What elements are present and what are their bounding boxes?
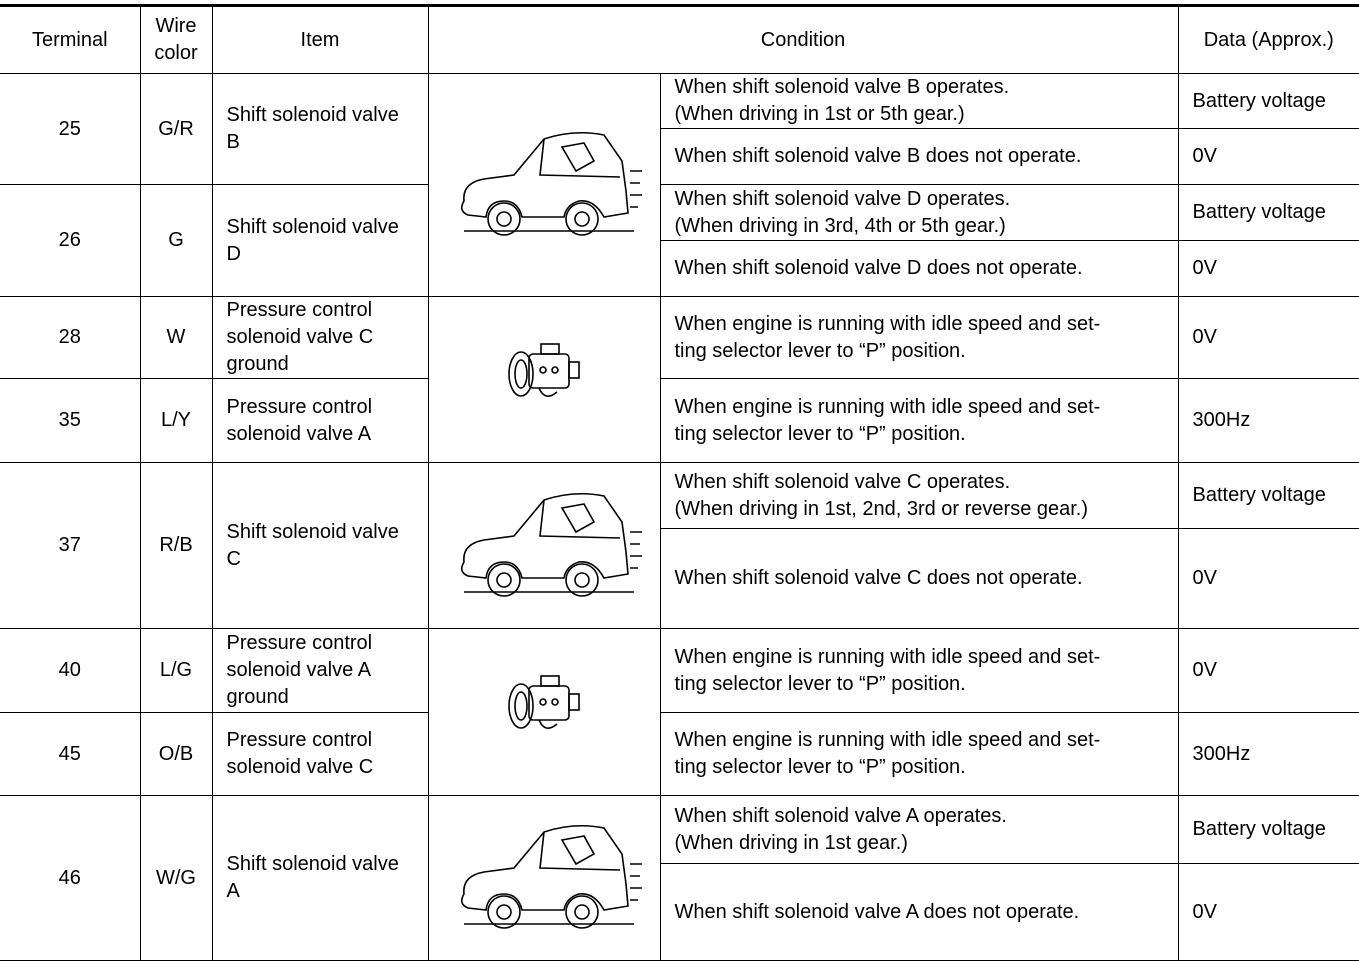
- table-row: 35 L/Y Pressure control solenoid valve A Wh…: [0, 378, 1359, 463]
- wire-color: R/B: [139, 462, 213, 629]
- item: Shift solenoid valve B: [211, 73, 429, 185]
- item: Pressure control solenoid valve C: [211, 712, 429, 796]
- table-row: When shift solenoid valve C does not ope…: [0, 528, 1359, 629]
- condition: When shift solenoid valve C does not ope…: [660, 528, 1179, 629]
- item: Pressure control solenoid valve A: [211, 378, 429, 463]
- terminal: 46: [0, 795, 141, 961]
- condition: When shift solenoid valve B operates. (W…: [659, 73, 1179, 129]
- icon-cell: [427, 462, 661, 629]
- header-cell: Data (Approx.): [1177, 5, 1359, 74]
- icon-cell: [427, 296, 661, 463]
- condition: When shift solenoid valve A operates. (W…: [659, 795, 1179, 864]
- table-row: 40 L/G Pressure control solenoid valve A g…: [0, 628, 1359, 796]
- condition: When engine is running with idle speed a…: [659, 628, 1179, 713]
- data-value: Battery voltage: [1177, 795, 1359, 864]
- condition: When shift solenoid valve B does not ope…: [660, 128, 1179, 185]
- icon-cell: [427, 628, 661, 796]
- data-value: Battery voltage: [1177, 73, 1359, 129]
- table-body: 25 G/R Shift solenoid valve B When shift s…: [0, 73, 1359, 961]
- terminal: 35: [0, 378, 141, 463]
- engine-icon: [508, 675, 580, 729]
- item: Shift solenoid valve A: [211, 795, 429, 961]
- header-cell: Item: [211, 5, 429, 74]
- data-value: Battery voltage: [1177, 184, 1359, 241]
- terminal: 26: [0, 184, 141, 297]
- header-cell: Condition: [427, 5, 1179, 74]
- data-value: 300Hz: [1177, 378, 1359, 463]
- car-icon: [460, 492, 642, 597]
- wire-color: O/B: [139, 712, 213, 796]
- header-row: Terminal Wire color Item Condition Data …: [0, 5, 1359, 74]
- terminal: 28: [0, 296, 141, 379]
- table-row: 37 R/B Shift solenoid valve C When shift s…: [0, 462, 1359, 629]
- wire-color: L/G: [139, 628, 213, 713]
- table-row: When shift solenoid valve D does not ope…: [0, 240, 1359, 297]
- terminal-table: Terminal Wire color Item Condition Data …: [0, 4, 1359, 961]
- table-row: When shift solenoid valve B does not ope…: [0, 128, 1359, 185]
- car-icon: [460, 131, 642, 236]
- condition: When shift solenoid valve D operates. (W…: [659, 184, 1179, 241]
- table-row: 26 G Shift solenoid valve D When shift sole…: [0, 184, 1359, 297]
- condition: When shift solenoid valve C operates. (W…: [659, 462, 1179, 529]
- terminal: 37: [0, 462, 141, 629]
- data-value: 300Hz: [1177, 712, 1359, 796]
- terminal: 25: [0, 73, 141, 185]
- data-value: 0V: [1177, 240, 1359, 297]
- wire-color: L/Y: [139, 378, 213, 463]
- item: Shift solenoid valve D: [211, 184, 429, 297]
- table-row: 25 G/R Shift solenoid valve B When shift s…: [0, 73, 1359, 297]
- terminal: 40: [0, 628, 141, 713]
- data-value: Battery voltage: [1177, 462, 1359, 529]
- item: Shift solenoid valve C: [211, 462, 429, 629]
- wire-color: G: [139, 184, 213, 297]
- wire-color: W: [139, 296, 213, 379]
- car-icon: [460, 824, 642, 929]
- header-cell: Terminal: [0, 5, 141, 74]
- table-row: When shift solenoid valve A does not ope…: [0, 863, 1359, 961]
- engine-icon: [508, 342, 580, 397]
- data-value: 0V: [1177, 628, 1359, 713]
- data-value: 0V: [1177, 863, 1359, 961]
- wire-color: G/R: [139, 73, 213, 185]
- data-value: 0V: [1177, 296, 1359, 379]
- data-value: 0V: [1177, 128, 1359, 185]
- data-value: 0V: [1177, 528, 1359, 629]
- condition: When engine is running with idle speed a…: [659, 712, 1179, 796]
- table-row: 46 W/G Shift solenoid valve A When shift s…: [0, 795, 1359, 961]
- icon-cell: [427, 73, 661, 297]
- terminal: 45: [0, 712, 141, 796]
- item: Pressure control solenoid valve A ground: [211, 628, 429, 713]
- condition: When shift solenoid valve D does not ope…: [660, 240, 1179, 297]
- condition: When shift solenoid valve A does not ope…: [660, 863, 1179, 961]
- wire-color: W/G: [139, 795, 213, 961]
- table-row: 45 O/B Pressure control solenoid valve C Wh…: [0, 712, 1359, 796]
- condition: When engine is running with idle speed a…: [659, 378, 1179, 463]
- condition: When engine is running with idle speed a…: [659, 296, 1179, 379]
- icon-cell: [427, 795, 661, 961]
- table-row: 28 W Pressure control solenoid valve C gro…: [0, 296, 1359, 463]
- item: Pressure control solenoid valve C ground: [211, 296, 429, 379]
- header-cell: Wire color: [139, 5, 213, 74]
